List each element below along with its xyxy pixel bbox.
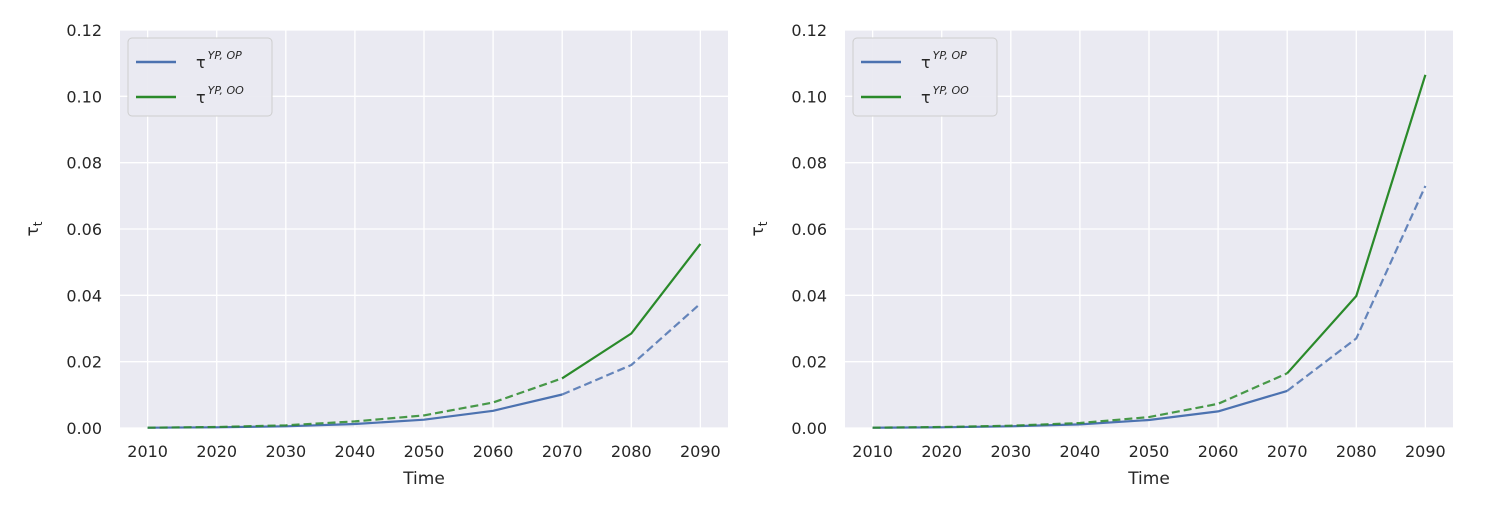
series-line-dashed bbox=[147, 377, 563, 429]
y-tick-label: 0.04 bbox=[791, 286, 827, 305]
legend-label: τ YP, OP bbox=[196, 49, 242, 72]
series-line-dashed bbox=[561, 302, 702, 396]
x-tick-label: 2060 bbox=[473, 442, 514, 461]
y-tick-label: 0.04 bbox=[66, 286, 102, 305]
x-axis-label: Time bbox=[1127, 469, 1170, 489]
x-tick-label: 2020 bbox=[921, 442, 962, 461]
series-2 bbox=[872, 74, 1427, 429]
series-1 bbox=[872, 185, 1427, 429]
x-tick-label: 2010 bbox=[127, 442, 168, 461]
legend-label: τ YP, OO bbox=[196, 84, 244, 107]
x-tick-label: 2050 bbox=[1129, 442, 1170, 461]
legend: τ YP, OP τ YP, OO bbox=[852, 37, 998, 117]
y-tick-label: 0.02 bbox=[791, 353, 827, 372]
legend-label: τ YP, OO bbox=[921, 84, 969, 107]
series-2 bbox=[147, 243, 702, 429]
legend: τ YP, OP τ YP, OO bbox=[127, 37, 273, 117]
x-tick-label: 2080 bbox=[1336, 442, 1377, 461]
y-tick-label: 0.08 bbox=[66, 154, 102, 173]
x-tick-label: 2090 bbox=[680, 442, 721, 461]
x-tick-label: 2070 bbox=[542, 442, 583, 461]
x-tick-label: 2080 bbox=[611, 442, 652, 461]
series-line-solid bbox=[1286, 74, 1427, 375]
series-line-dashed bbox=[872, 372, 1288, 429]
y-axis-label: τt bbox=[748, 221, 770, 236]
y-axis-label: τt bbox=[23, 221, 45, 236]
x-tick-label: 2040 bbox=[335, 442, 376, 461]
y-tick-label: 0.10 bbox=[791, 87, 827, 106]
y-tick-label: 0.00 bbox=[791, 419, 827, 438]
x-tick-label: 2030 bbox=[265, 442, 306, 461]
chart-panel-1: 2010 2020 2030 2040 2050 2060 2070 2080 2090 0.00… bbox=[23, 21, 728, 489]
y-tick-label: 0.08 bbox=[791, 154, 827, 173]
x-tick-label: 2090 bbox=[1405, 442, 1446, 461]
series-line-solid bbox=[561, 243, 702, 380]
x-tick-label: 2030 bbox=[990, 442, 1031, 461]
legend-label: τ YP, OP bbox=[921, 49, 967, 72]
series-line-solid bbox=[147, 393, 563, 429]
x-tick-label: 2060 bbox=[1198, 442, 1239, 461]
series-line-dashed bbox=[1286, 185, 1427, 392]
y-tick-label: 0.02 bbox=[66, 353, 102, 372]
x-axis-label: Time bbox=[402, 469, 445, 489]
x-tick-label: 2040 bbox=[1060, 442, 1101, 461]
series-1 bbox=[147, 302, 702, 429]
x-tick-label: 2050 bbox=[404, 442, 445, 461]
x-tick-label: 2010 bbox=[852, 442, 893, 461]
x-tick-label: 2020 bbox=[196, 442, 237, 461]
y-tick-label: 0.12 bbox=[791, 21, 827, 40]
y-tick-label: 0.06 bbox=[791, 220, 827, 239]
series-line-solid bbox=[872, 389, 1288, 429]
chart-panel-2: 2010 2020 2030 2040 2050 2060 2070 2080 2090 0.00… bbox=[748, 21, 1453, 489]
y-tick-label: 0.06 bbox=[66, 220, 102, 239]
y-tick-label: 0.00 bbox=[66, 419, 102, 438]
y-tick-label: 0.10 bbox=[66, 87, 102, 106]
x-tick-label: 2070 bbox=[1267, 442, 1308, 461]
y-tick-label: 0.12 bbox=[66, 21, 102, 40]
